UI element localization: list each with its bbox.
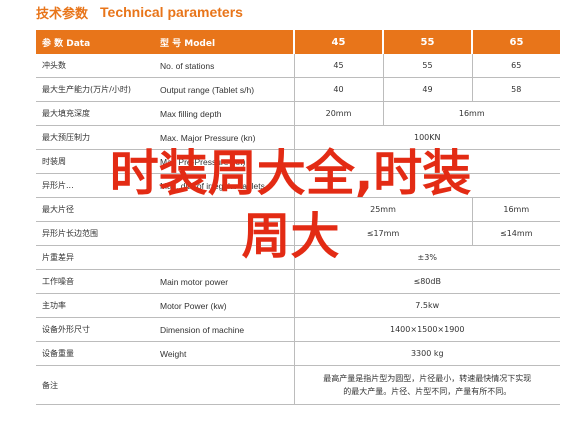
row-zh: 主功率 xyxy=(36,293,154,318)
row-value xyxy=(293,173,560,198)
remark-spacer xyxy=(154,365,294,405)
row-en xyxy=(154,197,294,222)
row-value xyxy=(293,149,560,174)
remark-text: 最高产量是指片型为圆型，片径最小，转速最快情况下实现 的最大产量。片径、片型不同… xyxy=(293,365,560,405)
remark-label: 备注 xyxy=(36,365,154,405)
table-row: 工作噪音 Main motor power ≤80dB xyxy=(36,269,560,294)
row-en: Max. Major Pressure (kn) xyxy=(154,125,294,150)
row-en: Max filling depth xyxy=(154,101,294,126)
table-row: 主功率 Motor Power (kw) 7.5kw xyxy=(36,293,560,318)
row-zh: 异形片长边范围 xyxy=(36,221,154,246)
row-value: ≤17mm xyxy=(293,221,472,246)
row-en: No. of stations xyxy=(154,54,294,78)
table-row: 设备外形尺寸 Dimension of machine 1400×1500×19… xyxy=(36,317,560,342)
row-en: Main motor power xyxy=(154,269,294,294)
title-en: Technical parameters xyxy=(100,4,243,20)
row-value: ≤80dB xyxy=(293,269,560,294)
row-value: ≤14mm xyxy=(471,221,560,246)
remark-line-1: 最高产量是指片型为圆型，片径最小，转速最快情况下实现 xyxy=(323,374,532,383)
title-zh: 技术参数 xyxy=(36,6,89,22)
remark-line-2: 的最大产量。片径、片型不同，产量有所不同。 xyxy=(343,387,512,396)
row-value: 58 xyxy=(471,77,560,102)
row-en: Output range (Tablet s/h) xyxy=(154,77,294,102)
table-row: 最大片径 25mm 16mm xyxy=(36,197,560,222)
page-title: 技术参数 Technical parameters xyxy=(36,2,243,22)
row-value: 25mm xyxy=(293,197,472,222)
header-model-label: 型 号 Model xyxy=(154,30,294,54)
header-data-label: 参 数 Data xyxy=(36,30,154,54)
table-row: 片重差异 ±3% xyxy=(36,245,560,270)
row-en xyxy=(154,221,294,246)
remark-row: 备注 最高产量是指片型为圆型，片径最小，转速最快情况下实现 的最大产量。片径、片… xyxy=(36,365,560,405)
row-value: 55 xyxy=(382,54,472,78)
row-zh: 异形片... xyxy=(36,173,154,198)
table-row: 时装周 Max Pre-Pressure (kn) xyxy=(36,149,560,174)
row-zh: 最大生产能力(万片/小时) xyxy=(36,77,154,102)
row-en: Weight xyxy=(154,341,294,366)
row-zh: 设备重量 xyxy=(36,341,154,366)
table-row: 最大生产能力(万片/小时) Output range (Tablet s/h) … xyxy=(36,77,560,102)
row-value: 3300 kg xyxy=(293,341,560,366)
row-en: Dimension of machine xyxy=(154,317,294,342)
row-value: ±3% xyxy=(293,245,560,270)
row-value: 45 xyxy=(293,54,383,78)
header-model-45: 45 xyxy=(293,30,383,54)
row-value: 65 xyxy=(471,54,560,78)
row-en: Max Pre-Pressure (kn) xyxy=(154,149,294,174)
row-zh: 时装周 xyxy=(36,149,154,174)
row-zh: 最大填充深度 xyxy=(36,101,154,126)
row-value: 16mm xyxy=(471,197,560,222)
header-model-55: 55 xyxy=(382,30,472,54)
header-model-65: 65 xyxy=(471,30,560,54)
row-value: 7.5kw xyxy=(293,293,560,318)
row-zh: 片重差异 xyxy=(36,245,154,270)
row-zh: 最大片径 xyxy=(36,197,154,222)
header-row: 参 数 Data 型 号 Model 45 55 65 xyxy=(36,30,560,54)
table-row: 最大预压制力 Max. Major Pressure (kn) 100KN xyxy=(36,125,560,150)
table-row: 最大填充深度 Max filling depth 20mm 16mm xyxy=(36,101,560,126)
row-en: Max. dia. of irregular tablets xyxy=(154,173,294,198)
row-zh: 冲头数 xyxy=(36,54,154,78)
table-row: 冲头数 No. of stations 45 55 65 xyxy=(36,54,560,78)
row-zh: 工作噪音 xyxy=(36,269,154,294)
row-zh: 设备外形尺寸 xyxy=(36,317,154,342)
row-en xyxy=(154,245,294,270)
table-row: 异形片长边范围 ≤17mm ≤14mm xyxy=(36,221,560,246)
row-value: 1400×1500×1900 xyxy=(293,317,560,342)
table-row: 设备重量 Weight 3300 kg xyxy=(36,341,560,366)
row-value: 49 xyxy=(382,77,472,102)
spec-table: 参 数 Data 型 号 Model 45 55 65 冲头数 No. of s… xyxy=(36,30,560,405)
table-row: 异形片... Max. dia. of irregular tablets xyxy=(36,173,560,198)
row-value: 20mm xyxy=(293,101,383,126)
row-value: 40 xyxy=(293,77,383,102)
row-zh: 最大预压制力 xyxy=(36,125,154,150)
row-value: 100KN xyxy=(293,125,560,150)
row-value: 16mm xyxy=(382,101,560,126)
row-en: Motor Power (kw) xyxy=(154,293,294,318)
